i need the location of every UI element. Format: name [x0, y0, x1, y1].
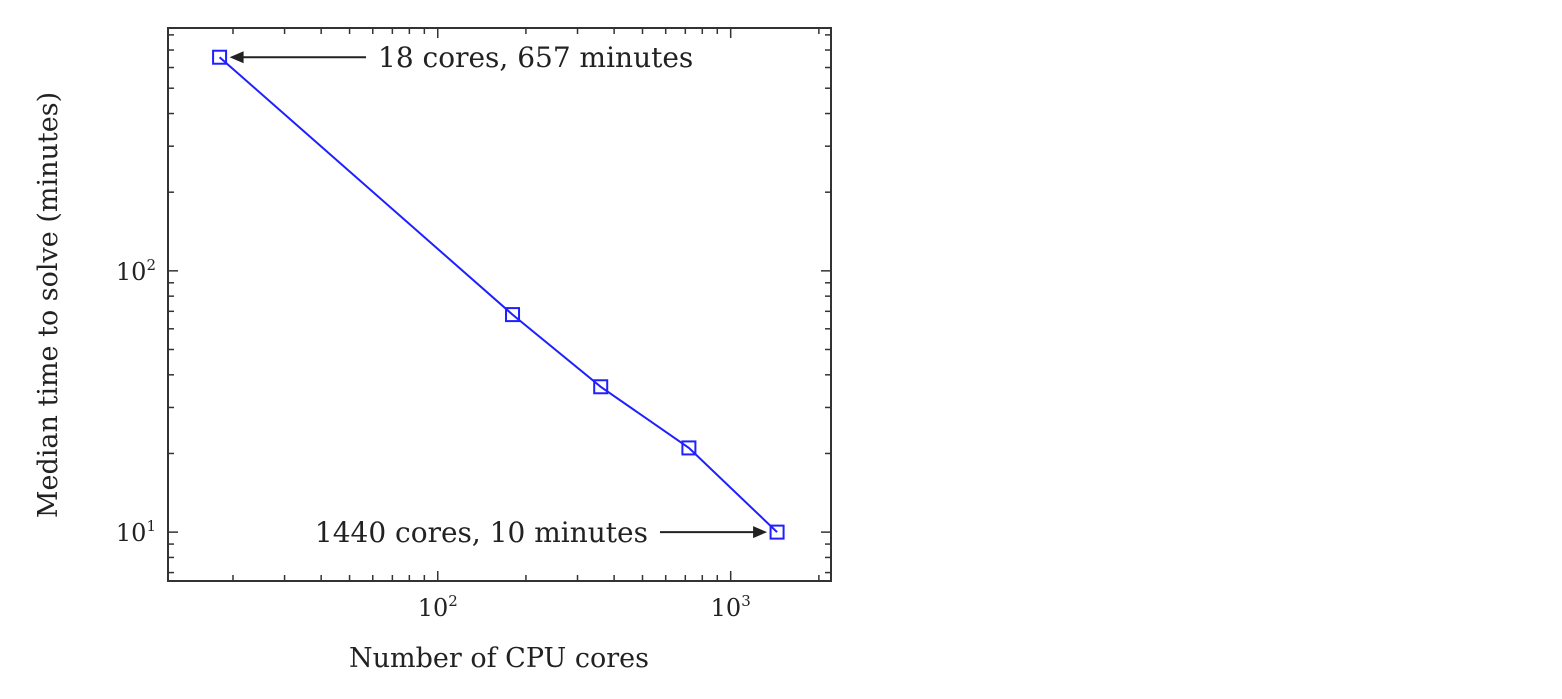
series-line — [218, 56, 778, 533]
data-point-marker — [681, 440, 697, 456]
x-tick-label: 102 — [418, 592, 458, 622]
y-axis-title: Median time to solve (minutes) — [33, 92, 64, 518]
annotation-label: 1440 cores, 10 minutes — [315, 516, 648, 549]
x-tick-label: 103 — [711, 592, 751, 622]
tick-labels: 102 103 101 102 — [116, 256, 751, 622]
x-axis-title: Number of CPU cores — [349, 643, 649, 674]
annotation-layer: 18 cores, 657 minutes 1440 cores, 10 minu… — [229, 41, 768, 549]
annotation-arrowhead — [229, 51, 244, 64]
major-ticks — [168, 28, 831, 581]
annotation-arrowhead — [753, 526, 768, 539]
series-layer — [212, 49, 785, 540]
plot-frame — [167, 27, 832, 582]
data-point-marker — [593, 379, 609, 395]
data-point-marker — [212, 49, 228, 65]
data-point-marker — [505, 307, 521, 323]
annotation-label: 18 cores, 657 minutes — [378, 41, 693, 74]
data-point-marker — [769, 524, 785, 540]
y-tick-label: 102 — [116, 256, 156, 286]
minor-ticks — [168, 28, 831, 581]
y-tick-label: 101 — [116, 517, 156, 547]
